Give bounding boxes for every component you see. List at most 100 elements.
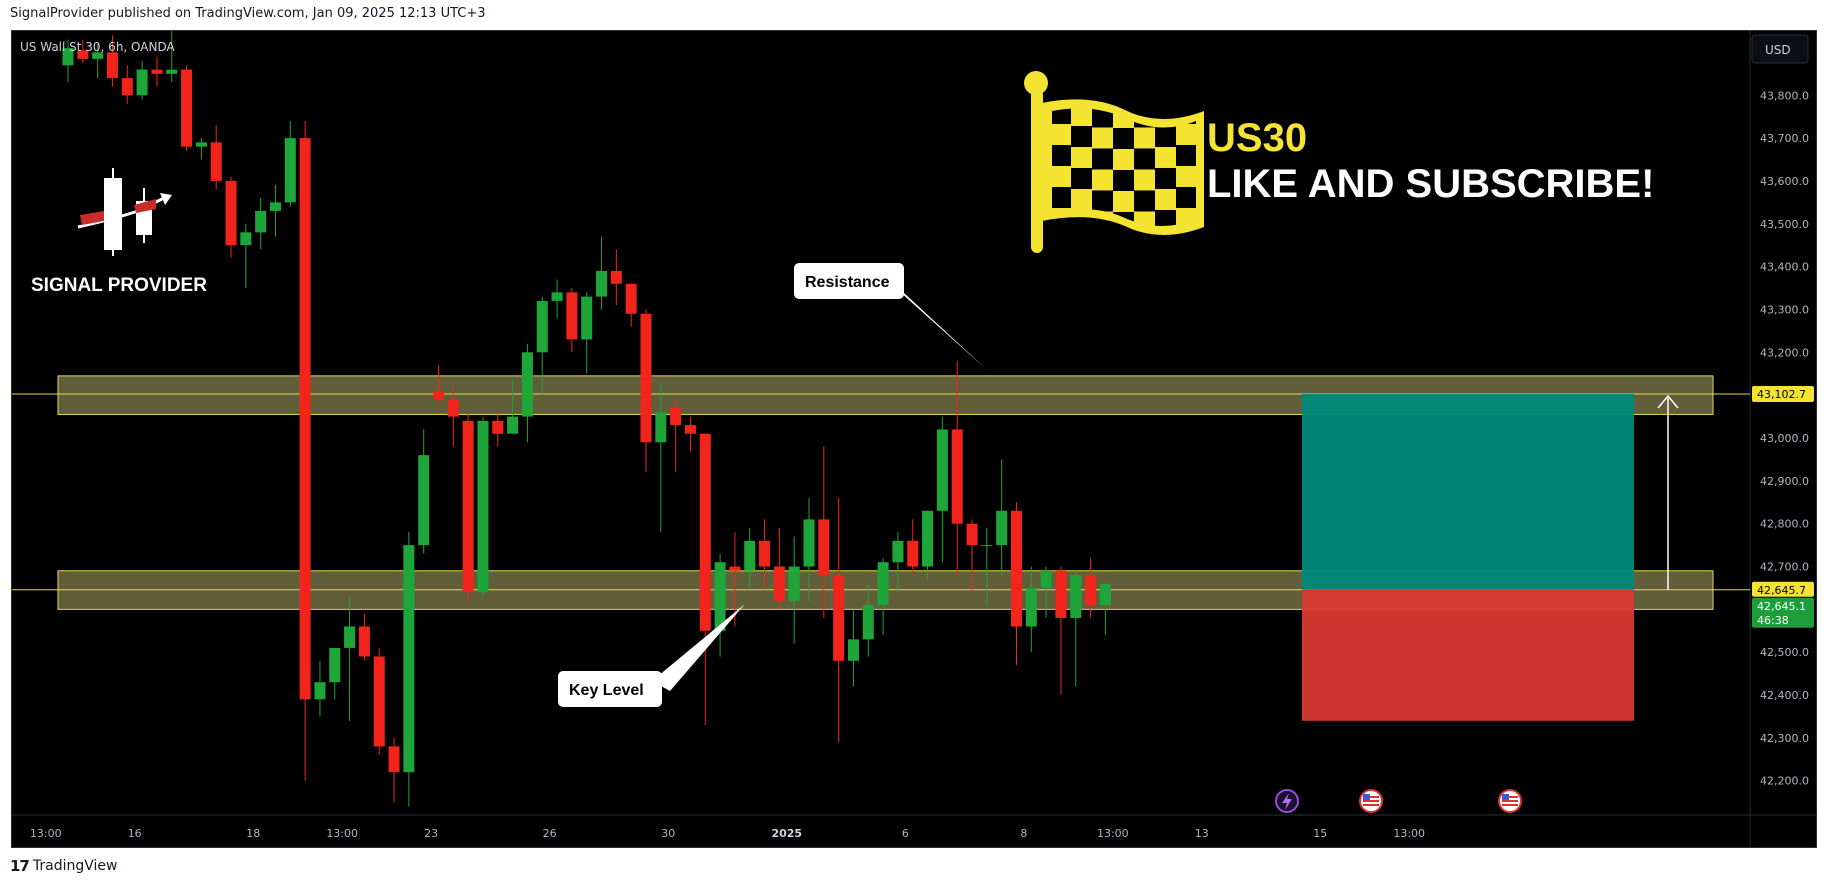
candle-body bbox=[269, 202, 281, 211]
candle-body bbox=[714, 562, 726, 631]
candle-body bbox=[729, 566, 741, 571]
x-tick-label: 13:00 bbox=[326, 827, 358, 840]
candle-body bbox=[655, 412, 667, 443]
bull-candle bbox=[892, 532, 904, 593]
bull-candle bbox=[744, 527, 756, 588]
y-tick-label: 42,800.0 bbox=[1760, 518, 1809, 531]
candle-body bbox=[818, 519, 830, 576]
candle-body bbox=[195, 142, 207, 147]
candle-body bbox=[951, 429, 963, 524]
candle-body bbox=[966, 523, 978, 546]
bear-candle bbox=[151, 56, 163, 87]
resistance-label: Resistance bbox=[805, 274, 890, 291]
candle-body bbox=[862, 605, 874, 640]
candle-body bbox=[1040, 570, 1052, 588]
flag-check bbox=[1134, 148, 1155, 170]
us-flag-event-icon[interactable] bbox=[1359, 789, 1383, 813]
level-mid-text: 42,645.7 bbox=[1757, 584, 1806, 597]
last-price-text: 42,645.1 bbox=[1757, 600, 1806, 613]
bear-candle bbox=[951, 360, 963, 576]
x-tick-label: 30 bbox=[661, 827, 675, 840]
candle-body bbox=[551, 292, 563, 301]
flash-event-icon[interactable] bbox=[1275, 789, 1299, 813]
symbol-label[interactable]: US Wall St 30, 6h, OANDA bbox=[20, 40, 176, 54]
flag-check bbox=[1155, 209, 1176, 226]
bear-candle bbox=[388, 737, 400, 803]
y-tick-label: 43,200.0 bbox=[1760, 346, 1809, 359]
flag-check bbox=[1052, 108, 1071, 124]
bull-candle bbox=[314, 660, 326, 717]
bull-candle bbox=[655, 382, 667, 533]
bull-candle bbox=[1040, 566, 1052, 618]
checkered-flag-icon bbox=[1024, 71, 1204, 253]
candle-body bbox=[759, 540, 771, 567]
candle-body bbox=[1025, 587, 1037, 627]
bull-candle bbox=[1099, 583, 1111, 636]
bear-candle bbox=[818, 446, 830, 618]
chart-frame[interactable]: 42,200.042,300.042,400.042,500.042,600.0… bbox=[11, 26, 1817, 848]
bear-candle bbox=[373, 647, 385, 756]
flag-check bbox=[1176, 144, 1196, 166]
countdown-text: 46:38 bbox=[1757, 614, 1789, 627]
bull-candle bbox=[1070, 570, 1082, 687]
y-tick-label: 43,300.0 bbox=[1760, 303, 1809, 316]
x-tick-label: 2025 bbox=[771, 827, 802, 840]
bear-candle bbox=[833, 497, 845, 743]
y-tick-label: 42,900.0 bbox=[1760, 475, 1809, 488]
level-mid-badge: 42,645.7 bbox=[1752, 581, 1814, 597]
candle-body bbox=[981, 545, 993, 547]
bear-candle bbox=[77, 39, 89, 64]
bear-candle bbox=[759, 519, 771, 588]
bull-candle bbox=[536, 296, 548, 396]
candle-body bbox=[151, 69, 163, 74]
candle-body bbox=[418, 455, 430, 546]
bull-candle bbox=[936, 416, 948, 563]
flag-check bbox=[1134, 190, 1155, 212]
candle-body bbox=[121, 78, 133, 96]
x-tick-label: 26 bbox=[543, 827, 557, 840]
candle-body bbox=[314, 682, 326, 700]
candle-body bbox=[433, 390, 444, 400]
candle-body bbox=[536, 300, 548, 353]
key-level-callout[interactable]: Key Level bbox=[558, 604, 745, 707]
bear-candle bbox=[729, 532, 741, 627]
bear-candle bbox=[699, 433, 711, 726]
candle-body bbox=[210, 142, 222, 181]
candle-body bbox=[847, 639, 859, 661]
bear-candle bbox=[433, 365, 444, 404]
candle-body bbox=[877, 562, 889, 606]
candle-body bbox=[1055, 570, 1067, 618]
tradingview-logo-icon: 17 bbox=[10, 857, 30, 875]
candle-body bbox=[581, 296, 593, 340]
flag-check bbox=[1155, 125, 1176, 147]
bull-candle bbox=[269, 185, 281, 237]
bear-candle bbox=[492, 412, 504, 447]
x-tick-label: 13 bbox=[1195, 827, 1209, 840]
bear-candle bbox=[684, 416, 696, 451]
x-tick-label: 13:00 bbox=[1393, 827, 1425, 840]
candle-body bbox=[136, 69, 148, 96]
bull-candle bbox=[922, 510, 934, 580]
bull-candle bbox=[803, 497, 815, 601]
currency-button[interactable]: USD bbox=[1751, 34, 1809, 64]
bull-candle bbox=[862, 583, 874, 657]
candle-body bbox=[373, 656, 385, 747]
tradingview-footer[interactable]: 17 TradingView bbox=[10, 857, 117, 875]
y-tick-label: 43,700.0 bbox=[1760, 132, 1809, 145]
y-tick-label: 42,500.0 bbox=[1760, 646, 1809, 659]
candle-body bbox=[773, 566, 785, 601]
candle-body bbox=[625, 283, 637, 314]
candlestick-chart[interactable]: 42,200.042,300.042,400.042,500.042,600.0… bbox=[12, 26, 1816, 847]
bull-candle bbox=[1025, 566, 1037, 653]
us-flag-event-icon[interactable] bbox=[1498, 789, 1522, 813]
bull-candle bbox=[507, 378, 519, 434]
candle-body bbox=[996, 510, 1008, 546]
candle-body bbox=[284, 138, 296, 203]
x-tick-label: 16 bbox=[128, 827, 142, 840]
candle-body bbox=[403, 545, 415, 773]
y-tick-label: 43,400.0 bbox=[1760, 261, 1809, 274]
resistance-callout[interactable]: Resistance bbox=[794, 263, 986, 369]
candle-body bbox=[803, 519, 815, 567]
flag-check bbox=[1071, 126, 1092, 148]
bear-candle bbox=[1085, 557, 1097, 618]
